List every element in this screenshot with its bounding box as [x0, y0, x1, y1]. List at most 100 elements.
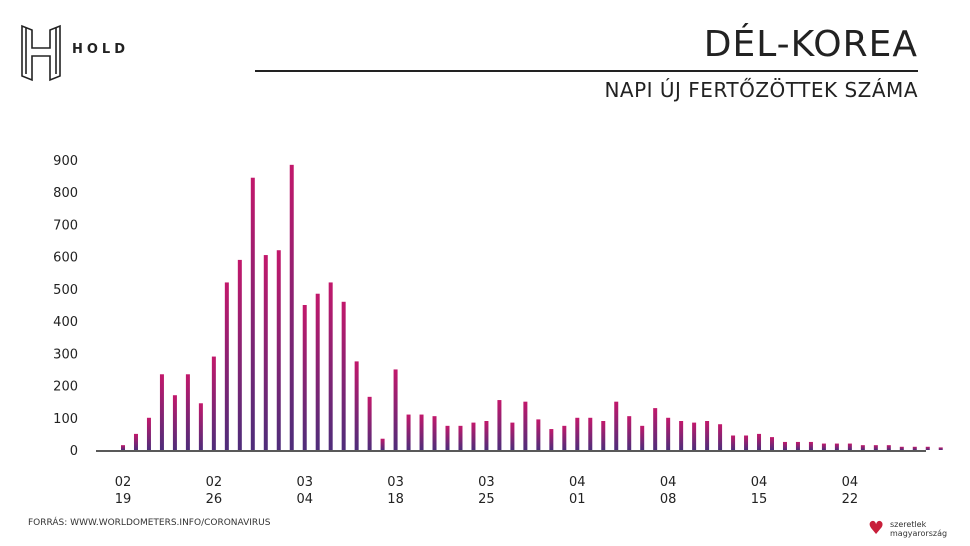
x-tick-label-day: 01 [569, 492, 586, 507]
y-tick-label: 100 [53, 412, 78, 427]
y-tick-label: 800 [53, 186, 78, 201]
x-tick-label-month: 04 [660, 475, 677, 490]
hold-logo-icon [21, 24, 61, 82]
bar [757, 433, 762, 450]
bar [406, 414, 411, 450]
bar [912, 446, 917, 450]
x-tick-label-day: 25 [478, 492, 495, 507]
brand-line-2: magyarország [890, 529, 948, 538]
bar [471, 422, 476, 450]
x-tick-label-month: 03 [478, 475, 495, 490]
bar [458, 425, 463, 450]
heart-icon: ♥ [868, 518, 885, 539]
bar [860, 445, 865, 450]
bar [263, 255, 268, 450]
y-tick-label: 0 [70, 444, 78, 459]
bar [380, 438, 385, 450]
x-tick-label-month: 02 [206, 475, 223, 490]
x-tick-label-month: 03 [387, 475, 404, 490]
bar [445, 425, 450, 450]
bar [653, 408, 658, 450]
bar [133, 433, 138, 450]
x-tick-label-month: 03 [296, 475, 313, 490]
bar [705, 421, 710, 450]
bar [341, 301, 346, 450]
bar [925, 446, 930, 450]
x-tick-label-day: 15 [751, 492, 768, 507]
bar [367, 396, 372, 450]
bar [770, 437, 774, 450]
bar [834, 443, 839, 450]
x-tick-label-day: 26 [206, 492, 223, 507]
y-tick-label: 700 [53, 218, 78, 233]
bar [419, 414, 424, 450]
bar [575, 417, 580, 450]
bar [302, 305, 307, 450]
bar [679, 421, 684, 450]
bar [886, 445, 891, 450]
bar [731, 435, 736, 450]
y-tick-label: 900 [53, 154, 78, 169]
brand-logo: ♥ szeretlek magyarország [868, 518, 954, 542]
bar [497, 400, 502, 450]
hold-logo [16, 22, 156, 82]
x-tick-label-day: 04 [296, 492, 313, 507]
bar [523, 401, 528, 450]
bar [121, 445, 125, 450]
chart-title: DÉL-KOREA [703, 24, 918, 65]
bar [601, 421, 606, 450]
chart-subtitle: NAPI ÚJ FERTŐZÖTTEK SZÁMA [604, 78, 918, 102]
y-tick-label: 600 [53, 251, 78, 266]
bar [744, 435, 749, 450]
bar [666, 417, 671, 450]
x-tick-label-day: 22 [842, 492, 859, 507]
bar [211, 356, 216, 450]
x-tick-label-day: 18 [387, 492, 404, 507]
bar [250, 177, 255, 450]
bar [614, 401, 619, 450]
title-divider [255, 70, 918, 72]
y-tick-label: 500 [53, 283, 78, 298]
logo-text: HOLD [72, 42, 130, 57]
bar [640, 425, 645, 450]
y-tick-label: 400 [53, 315, 78, 330]
bar [692, 422, 697, 450]
x-tick-label-day: 19 [115, 492, 132, 507]
bar [172, 395, 177, 450]
bar [718, 424, 723, 450]
bar [328, 282, 333, 450]
bar [795, 441, 800, 450]
x-tick-label-month: 04 [751, 475, 768, 490]
bar [588, 417, 593, 450]
bar [821, 443, 826, 450]
bar [159, 374, 164, 450]
bar [484, 421, 489, 450]
bar [938, 447, 943, 450]
x-tick-label-month: 04 [842, 475, 859, 490]
bar [782, 441, 787, 450]
x-tick-label-day: 08 [660, 492, 677, 507]
bar [237, 259, 242, 450]
bar [393, 369, 398, 450]
bar [315, 293, 320, 450]
x-tick-label-month: 04 [569, 475, 586, 490]
bar [510, 422, 515, 450]
bar [198, 403, 203, 450]
bar [224, 282, 229, 450]
bar [899, 446, 904, 450]
bar [873, 445, 878, 450]
bar [289, 164, 294, 450]
y-tick-label: 200 [53, 380, 78, 395]
bar [432, 416, 437, 450]
y-tick-label: 300 [53, 347, 78, 362]
bar [808, 441, 813, 450]
x-tick-label-month: 02 [115, 475, 132, 490]
brand-line-1: szeretlek [890, 520, 927, 529]
bar [847, 443, 852, 450]
bar [627, 416, 632, 450]
bar [562, 425, 567, 450]
bar [276, 250, 281, 450]
bar [146, 417, 151, 450]
bar [185, 374, 190, 450]
